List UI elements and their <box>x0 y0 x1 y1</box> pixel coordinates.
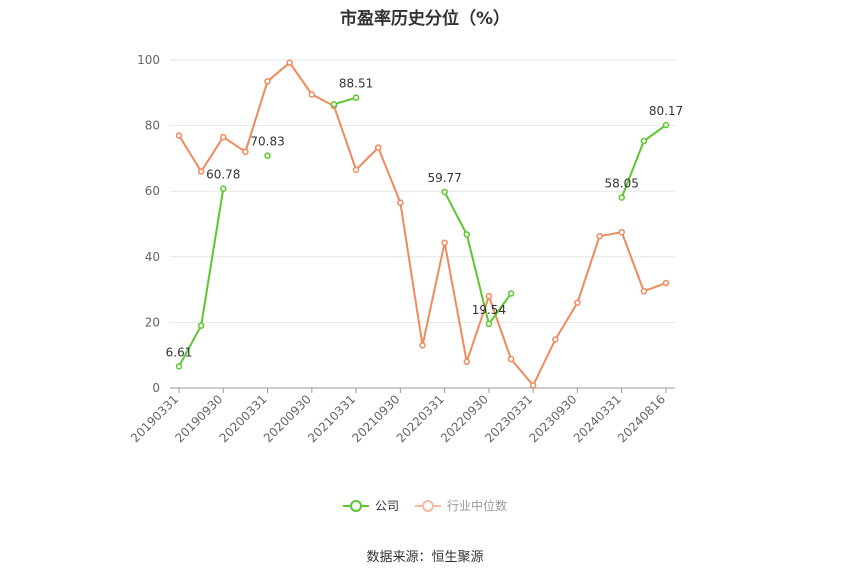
y-axis-ticks: 0 20 40 60 80 100 <box>137 53 160 395</box>
data-point-industry <box>485 292 493 300</box>
y-tick-label: 40 <box>145 250 160 264</box>
data-point-industry <box>552 336 559 343</box>
y-tick-label: 60 <box>145 184 160 198</box>
y-tick-label: 80 <box>145 119 160 133</box>
x-axis: 2019033120190930202003312020093020210331… <box>128 387 675 445</box>
data-point-company <box>618 194 625 201</box>
data-point-company <box>352 94 360 101</box>
data-point-company <box>330 101 338 108</box>
y-tick-label: 0 <box>152 381 160 395</box>
data-label: 59.77 <box>427 171 461 185</box>
data-point-company <box>175 363 183 370</box>
x-tick-label: 20240816 <box>615 392 668 445</box>
data-point-company <box>640 137 648 145</box>
data-label: 58.05 <box>605 177 639 191</box>
data-point-industry <box>374 144 382 151</box>
data-label: 60.78 <box>206 168 240 182</box>
series-points <box>175 59 670 389</box>
data-point-company <box>441 188 448 196</box>
series-line-company <box>178 188 225 367</box>
grid-lines <box>170 59 675 323</box>
data-point-industry <box>308 91 316 98</box>
series-line-company <box>333 96 357 106</box>
data-point-company <box>507 290 515 297</box>
data-point-industry <box>264 78 271 85</box>
chart-title: 市盈率历史分位（%） <box>339 9 511 29</box>
data-point-industry <box>662 279 670 287</box>
data-point-industry <box>397 199 404 206</box>
data-point-company <box>220 185 227 192</box>
data-point-industry <box>529 382 537 389</box>
legend-industry-marker <box>415 499 441 512</box>
legend-company-marker <box>342 499 369 512</box>
data-point-industry <box>352 166 360 174</box>
data-point-industry <box>507 355 515 363</box>
data-point-industry <box>220 133 227 141</box>
series-line-company <box>443 191 512 327</box>
data-label: 6.61 <box>166 345 193 359</box>
data-point-company <box>463 231 471 238</box>
legend-item-company[interactable]: 公司 <box>342 497 399 514</box>
data-point-industry <box>596 232 603 240</box>
data-point-industry <box>175 132 183 139</box>
data-point-company <box>197 322 205 329</box>
data-point-industry <box>197 168 205 175</box>
series-lines <box>178 61 667 388</box>
legend-industry-label: 行业中位数 <box>447 499 508 513</box>
data-label: 80.17 <box>649 104 683 118</box>
data-point-industry <box>286 59 293 66</box>
y-tick-label: 20 <box>145 315 160 329</box>
data-point-industry <box>574 299 581 306</box>
legend-company-label: 公司 <box>374 499 399 513</box>
y-tick-label: 100 <box>137 53 160 67</box>
data-point-industry <box>640 287 648 295</box>
data-point-industry <box>463 358 471 366</box>
legend-item-industry[interactable]: 行业中位数 <box>415 497 507 514</box>
data-point-company <box>264 152 271 159</box>
data-source: 数据来源：恒生聚源 <box>366 550 484 565</box>
data-point-company <box>485 320 493 328</box>
data-point-company <box>662 121 670 129</box>
data-labels: 6.61 60.78 70.83 88.51 59.77 19.54 58.05 80.17 <box>166 77 684 360</box>
data-point-industry <box>419 342 426 349</box>
data-point-industry <box>441 239 448 246</box>
data-label: 88.51 <box>339 77 373 91</box>
data-point-industry <box>618 228 625 236</box>
series-line-industry <box>178 61 667 388</box>
data-label: 70.83 <box>250 135 284 149</box>
legend: 公司 行业中位数 <box>0 497 850 514</box>
data-label: 19.54 <box>472 303 506 317</box>
data-point-industry <box>242 148 249 156</box>
